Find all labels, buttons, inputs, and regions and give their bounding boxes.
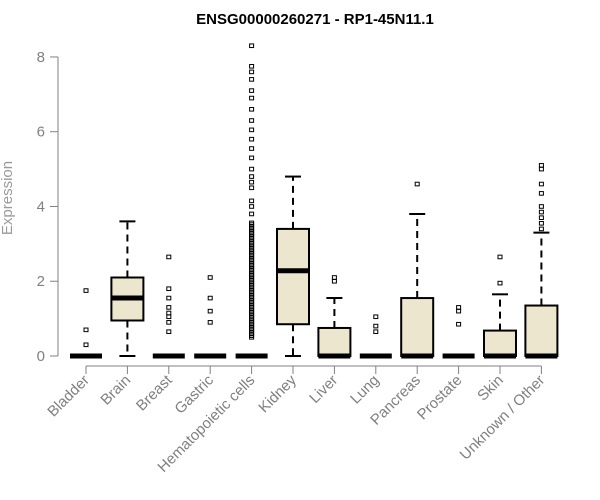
box-bladder [70, 288, 102, 359]
box-pancreas [400, 181, 435, 359]
y-axis-label: Expression [0, 161, 16, 235]
outlier-point [166, 329, 172, 335]
outlier-point [249, 174, 255, 179]
x-tick-label: Bladder [44, 372, 93, 421]
outlier-point [497, 254, 503, 260]
y-tick-label: 6 [37, 124, 45, 141]
outlier-point [249, 185, 255, 191]
outlier-point [538, 191, 544, 196]
box-lung [359, 314, 392, 359]
outlier-point [249, 211, 255, 217]
outlier-point [249, 220, 255, 226]
box-kidney [276, 175, 310, 357]
outlier-point [538, 163, 544, 168]
box-skin [483, 254, 517, 359]
outlier-point [249, 146, 255, 151]
outlier-point [497, 280, 503, 286]
box-hematopoietic-cells [235, 43, 268, 359]
box-iqr [276, 227, 310, 326]
outlier-point [538, 226, 544, 232]
box-iqr [483, 329, 517, 358]
plot-area [70, 43, 559, 359]
outlier-point [249, 179, 255, 185]
outlier-point [249, 127, 255, 133]
x-tick-label: Prostate [414, 372, 466, 424]
outlier-point [207, 295, 213, 301]
outlier-point [83, 327, 89, 333]
y-tick-label: 4 [37, 198, 45, 215]
outlier-point [538, 209, 544, 215]
y-tick-label: 2 [37, 273, 45, 290]
outlier-point [249, 63, 255, 69]
outlier-point [538, 181, 544, 187]
x-tick-label: Lung [347, 372, 383, 408]
outlier-point [249, 106, 255, 112]
outlier-point [249, 77, 255, 82]
box-iqr [524, 304, 559, 357]
outlier-point [373, 329, 379, 335]
outlier-point [207, 275, 213, 280]
outlier-point [538, 220, 544, 226]
y-tick-label: 0 [37, 348, 45, 365]
outlier-point [166, 295, 172, 301]
box-liver [317, 275, 352, 359]
box-brain [110, 220, 145, 357]
outlier-point [166, 286, 172, 292]
outlier-point [456, 305, 462, 310]
outlier-point [249, 166, 255, 172]
x-tick-label: Breast [133, 371, 176, 414]
outlier-point [249, 155, 255, 161]
outlier-point [207, 320, 213, 325]
x-tick-label: Kidney [255, 371, 300, 416]
box-gastric [194, 275, 227, 359]
outlier-point [414, 181, 420, 187]
outlier-point [538, 166, 544, 172]
x-tick-label: Liver [306, 372, 341, 407]
box-unknown-other [524, 163, 559, 359]
outlier-point [331, 275, 337, 280]
outlier-point [456, 321, 462, 327]
outlier-point [166, 314, 172, 320]
outlier-point [538, 215, 544, 220]
outlier-point [207, 308, 213, 314]
box-breast [152, 254, 185, 359]
x-tick-label: Skin [474, 372, 507, 405]
outlier-point [456, 308, 462, 314]
outlier-point [83, 342, 89, 348]
outlier-point [373, 323, 379, 329]
box-prostate [442, 305, 475, 359]
outlier-point [249, 198, 255, 204]
outlier-point [249, 69, 255, 75]
outlier-point [83, 288, 89, 293]
outlier-point [249, 204, 255, 209]
outlier-point [166, 310, 172, 316]
outlier-point [166, 305, 172, 310]
outlier-point [249, 43, 255, 49]
box-iqr [400, 297, 435, 357]
box-iqr [317, 326, 352, 358]
outlier-point [249, 136, 255, 142]
outlier-point [331, 278, 337, 284]
outlier-point [166, 320, 172, 325]
x-tick-label: Brain [97, 372, 134, 409]
y-tick-label: 8 [37, 49, 45, 66]
outlier-point [249, 118, 255, 123]
y-axis: 0 2 4 6 8 [37, 49, 59, 365]
outlier-point [249, 88, 255, 93]
outlier-point [538, 204, 544, 209]
outlier-point [249, 95, 255, 101]
outlier-point [166, 254, 172, 260]
outlier-point [373, 314, 379, 320]
chart-title: ENSG00000260271 - RP1-45N11.1 [196, 11, 434, 28]
